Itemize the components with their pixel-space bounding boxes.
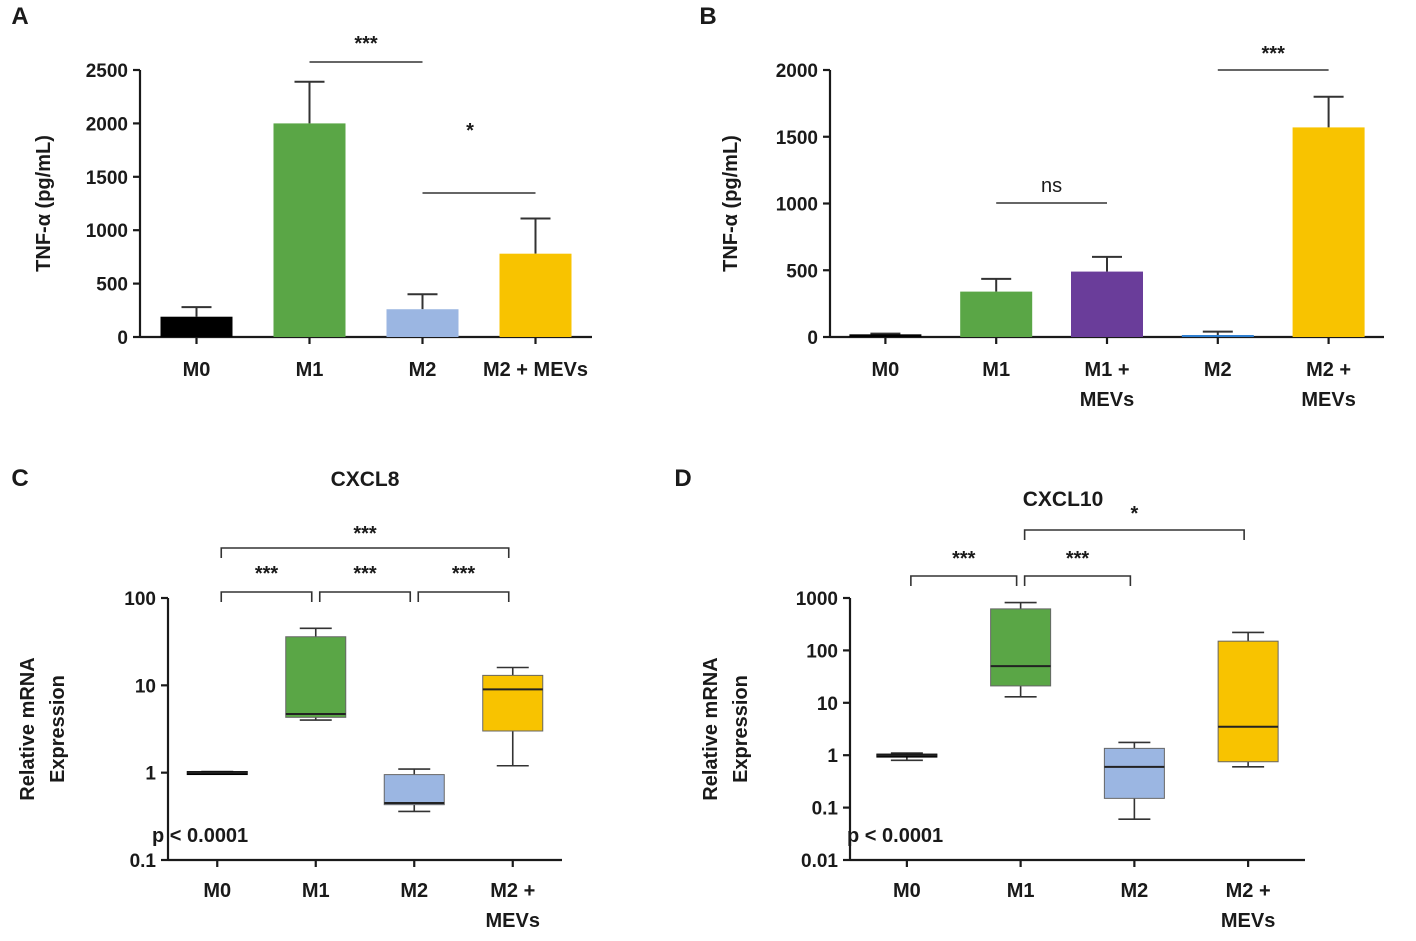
significance-label: ***	[255, 563, 279, 585]
panel-letter-d: D	[674, 465, 691, 492]
significance-bracket	[318, 591, 412, 602]
box-M1	[285, 636, 347, 718]
y-tick-label: 500	[786, 261, 818, 282]
box-M2 + MEVs	[1217, 640, 1279, 763]
x-category-label-line-0: M0	[183, 359, 211, 381]
panel-letter-c: C	[11, 465, 28, 492]
significance-label: ***	[353, 523, 377, 545]
y-axis-label: TNF-α (pg/mL)	[720, 135, 742, 272]
x-category-label-line-0: M2	[400, 880, 428, 902]
y-tick-label: 0	[117, 328, 128, 349]
x-category-label-line-0: M1	[1007, 880, 1035, 902]
y-axis-label: Relative mRNA	[17, 657, 39, 800]
bar-M1	[960, 291, 1033, 337]
x-category-label-line-0: M2	[1120, 880, 1148, 902]
x-category-label-line-0: M2	[1204, 359, 1232, 381]
significance-bracket	[1023, 529, 1245, 540]
y-axis-label: Expression	[730, 675, 752, 783]
significance-label: ***	[354, 33, 378, 55]
significance-bracket	[220, 591, 313, 602]
significance-label: ***	[1262, 43, 1286, 65]
y-tick-label: 10	[135, 676, 156, 697]
bar-M2	[1181, 334, 1254, 337]
x-category-label-line-0: M2 + MEVs	[483, 359, 588, 381]
significance-label: ***	[452, 563, 476, 585]
y-axis-label: Relative mRNA	[700, 657, 722, 800]
y-axis-label: TNF-α (pg/mL)	[33, 135, 55, 272]
y-axis-label: Expression	[47, 675, 69, 783]
y-tick-label: 2000	[86, 114, 128, 135]
bar-M1 + MEVs	[1071, 271, 1143, 337]
y-tick-label: 2500	[86, 61, 128, 82]
significance-label: ***	[353, 563, 377, 585]
bar-M1	[273, 123, 346, 338]
bar-M0	[160, 316, 233, 337]
p-value-label: p < 0.0001	[152, 825, 248, 847]
y-tick-label: 0.1	[130, 851, 157, 872]
x-category-label-line-0: M0	[872, 359, 900, 381]
y-tick-label: 1500	[86, 168, 128, 189]
x-category-label-line-0: M0	[203, 880, 231, 902]
x-category-label-line-0: M1	[302, 880, 330, 902]
significance-label: *	[1130, 503, 1138, 525]
y-tick-label: 0.1	[812, 799, 839, 820]
y-tick-label: 0	[807, 328, 818, 349]
x-category-label-line-0: M1	[296, 359, 324, 381]
significance-bracket	[1023, 575, 1132, 586]
significance-bracket	[417, 591, 510, 602]
x-category-label-line-1: MEVs	[1221, 910, 1275, 932]
significance-bracket	[910, 575, 1018, 586]
y-tick-label: 100	[806, 641, 838, 662]
panel-letter-a: A	[11, 3, 28, 30]
significance-label: ***	[1066, 548, 1090, 570]
bar-M0	[849, 334, 922, 337]
bar-M2	[386, 309, 459, 337]
x-category-label-line-0: M2 +	[490, 880, 535, 902]
bar-M2 + MEVs	[499, 253, 572, 337]
significance-bracket	[220, 547, 510, 558]
y-tick-label: 1000	[776, 195, 818, 216]
box-M1	[990, 608, 1052, 687]
box-M2	[1103, 747, 1165, 799]
y-tick-label: 1000	[86, 221, 128, 242]
x-category-label-line-0: M2 +	[1226, 880, 1271, 902]
y-tick-label: 500	[96, 275, 128, 296]
x-category-label-line-0: M2	[409, 359, 437, 381]
y-tick-label: 10	[817, 694, 838, 715]
y-tick-label: 2000	[776, 61, 818, 82]
y-tick-label: 1	[145, 764, 156, 785]
y-tick-label: 100	[124, 589, 156, 610]
x-category-label-line-1: MEVs	[1080, 389, 1134, 411]
x-category-label-line-1: MEVs	[1301, 389, 1355, 411]
significance-label: *	[466, 120, 474, 142]
x-category-label-line-0: M1 +	[1084, 359, 1129, 381]
box-M2	[383, 774, 445, 806]
p-value-label: p < 0.0001	[847, 825, 943, 847]
panel-a: A 0 500 1000 1500 2000 2500 M0 M1 M2 M2 + MEVs TNF-…	[11, 3, 592, 381]
x-category-label-line-1: MEVs	[486, 910, 540, 932]
y-tick-label: 1000	[796, 589, 838, 610]
x-category-label-line-0: M1	[982, 359, 1010, 381]
panel-b: B 0 500 1000 1500 2000 M0 M1 M1 + MEVs M2 M2 + MEVs T…	[699, 3, 1384, 411]
chart-title: CXCL10	[1023, 488, 1104, 511]
x-category-label-line-0: M2 +	[1306, 359, 1351, 381]
box-M2 + MEVs	[482, 674, 544, 732]
y-tick-label: 1500	[776, 128, 818, 149]
y-tick-label: 0.01	[801, 851, 838, 872]
y-tick-label: 1	[827, 746, 838, 767]
chart-title: CXCL8	[331, 468, 400, 491]
bar-M2 + MEVs	[1292, 127, 1365, 337]
significance-label: ns	[1041, 175, 1062, 197]
x-category-label-line-0: M0	[893, 880, 921, 902]
panel-c: C CXCL8 0.1 1 10 100 M0 M1 M2 M2 + MEVs Relative mR…	[11, 465, 562, 932]
panel-d: D CXCL10 0.01 0.1 1 10 100 1000 M0 M1 M2 M2 + MEVs Re…	[674, 465, 1305, 932]
panel-letter-b: B	[699, 3, 716, 30]
significance-label: ***	[952, 548, 976, 570]
